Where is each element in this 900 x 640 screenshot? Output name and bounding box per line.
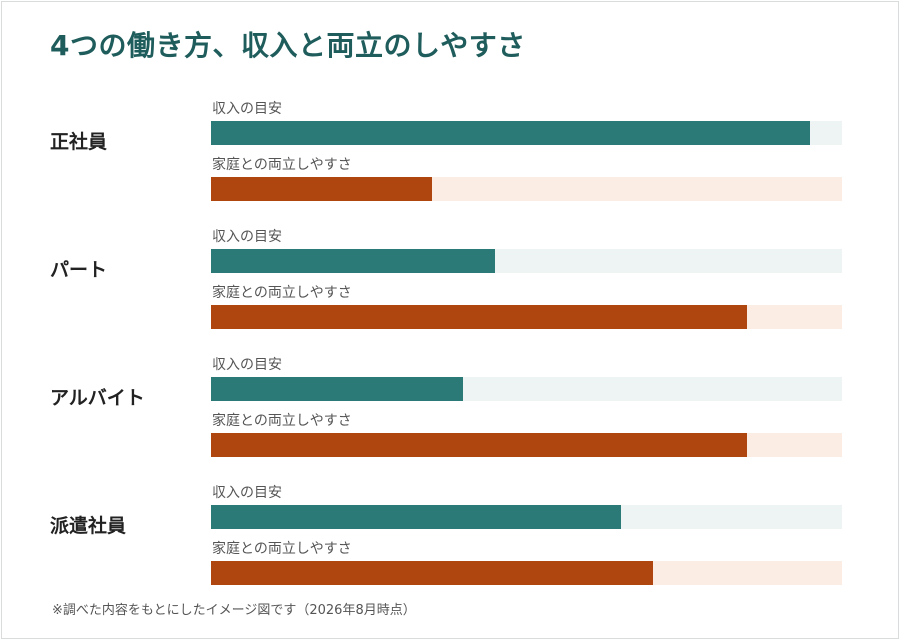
balance-bar	[211, 561, 653, 585]
category-label: 派遣社員	[50, 515, 127, 537]
category-group-arubaito: アルバイト 収入の目安 家庭との両立しやすさ	[2, 354, 900, 466]
category-label: 正社員	[50, 131, 108, 153]
income-bar	[211, 249, 495, 273]
balance-series-label: 家庭との両立しやすさ	[212, 157, 352, 173]
income-series-label: 収入の目安	[212, 101, 282, 117]
balance-bar	[211, 177, 432, 201]
balance-bar-track	[211, 561, 842, 585]
income-bar	[211, 121, 811, 145]
income-series-label: 収入の目安	[212, 357, 282, 373]
chart-title: 4つの働き方、収入と両立のしやすさ	[50, 29, 526, 62]
income-bar-track	[211, 249, 842, 273]
balance-series-label: 家庭との両立しやすさ	[212, 413, 352, 429]
footnote: ※調べた内容をもとにしたイメージ図です（2026年8月時点）	[52, 603, 416, 618]
income-series-label: 収入の目安	[212, 485, 282, 501]
category-group-haken: 派遣社員 収入の目安 家庭との両立しやすさ	[2, 482, 900, 594]
category-label: アルバイト	[50, 387, 145, 409]
income-bar	[211, 377, 464, 401]
income-bar-track	[211, 377, 842, 401]
balance-series-label: 家庭との両立しやすさ	[212, 285, 352, 301]
income-bar-track	[211, 505, 842, 529]
income-bar	[211, 505, 622, 529]
balance-bar-track	[211, 305, 842, 329]
balance-series-label: 家庭との両立しやすさ	[212, 541, 352, 557]
income-bar-track	[211, 121, 842, 145]
balance-bar	[211, 433, 748, 457]
category-group-seishain: 正社員 収入の目安 家庭との両立しやすさ	[2, 98, 900, 210]
category-label: パート	[50, 259, 108, 281]
balance-bar	[211, 305, 748, 329]
balance-bar-track	[211, 433, 842, 457]
income-series-label: 収入の目安	[212, 229, 282, 245]
category-group-part: パート 収入の目安 家庭との両立しやすさ	[2, 226, 900, 338]
balance-bar-track	[211, 177, 842, 201]
